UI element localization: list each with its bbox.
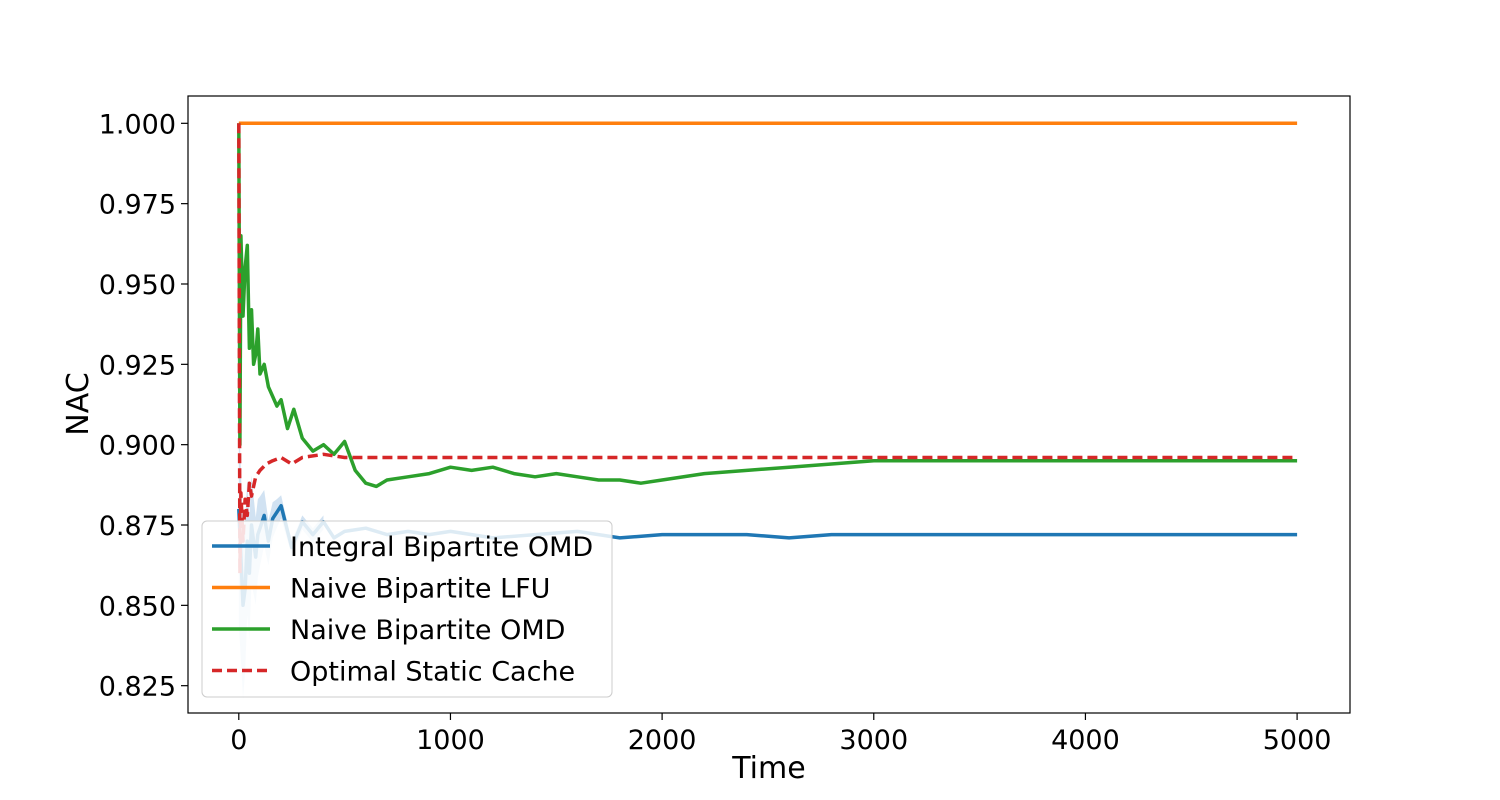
legend-label-3: Optimal Static Cache: [290, 657, 575, 688]
legend-label-2: Naive Bipartite OMD: [290, 615, 565, 646]
y-tick-label: 0.950: [99, 270, 176, 301]
y-tick-label: 0.825: [99, 672, 176, 703]
series-line-2: [237, 123, 1298, 489]
y-tick-label: 0.900: [99, 431, 176, 462]
y-tick-label: 0.875: [99, 511, 176, 542]
legend-label-0: Integral Bipartite OMD: [290, 532, 593, 563]
x-tick-label: 4000: [1051, 725, 1120, 756]
x-tick-label: 5000: [1263, 725, 1332, 756]
x-tick-label: 2000: [628, 725, 697, 756]
legend-label-1: Naive Bipartite LFU: [290, 574, 550, 605]
plot-frame: [187, 95, 1351, 714]
y-ticks: 0.825 0.850 0.875 0.900 0.925 0.950 0.975 1.000: [99, 109, 188, 703]
x-axis-label: Time: [731, 751, 805, 786]
x-ticks: 0 1000 2000 3000 4000 5000: [230, 713, 1331, 756]
y-tick-label: 0.925: [99, 350, 176, 381]
y-axis-label: NAC: [61, 372, 96, 435]
legend-box: [201, 520, 613, 698]
series-line-3: [237, 123, 1298, 575]
x-tick-label: 0: [230, 725, 247, 756]
y-tick-label: 0.975: [99, 190, 176, 221]
y-tick-label: 0.850: [99, 591, 176, 622]
x-tick-label: 1000: [416, 725, 485, 756]
x-tick-label: 3000: [839, 725, 908, 756]
legend: Integral Bipartite OMD Naive Bipartite LF…: [201, 520, 613, 698]
y-tick-label: 1.000: [99, 109, 176, 140]
